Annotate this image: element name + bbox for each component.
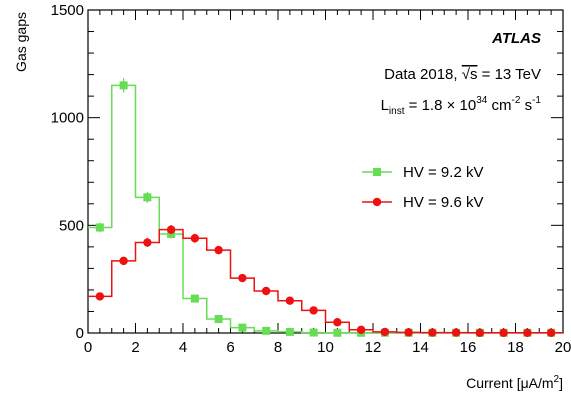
- data-point-square: [143, 193, 152, 202]
- data-point-square: [285, 327, 294, 336]
- dataset-label: Data 2018, √s = 13 TeV: [384, 66, 541, 83]
- data-point-circle: [166, 225, 176, 234]
- data-point-square: [214, 315, 223, 324]
- x-tick-label: 16: [460, 339, 477, 356]
- legend-entry-hv-9-6: HV = 9.6 kV: [362, 194, 483, 211]
- series-step-line: [88, 84, 563, 334]
- x-tick-label: 20: [555, 339, 571, 356]
- x-tick-label: 18: [507, 339, 524, 356]
- data-point-square: [190, 294, 199, 303]
- x-tick-label: 10: [317, 339, 334, 356]
- data-point-circle: [333, 318, 342, 327]
- data-point-circle: [404, 328, 413, 337]
- data-point-square: [262, 326, 271, 335]
- data-point-circle: [238, 273, 247, 283]
- legend-marker-circle-icon: [372, 197, 382, 207]
- data-point-circle: [451, 328, 461, 337]
- data-point-circle: [546, 328, 556, 337]
- data-point-square: [238, 323, 247, 332]
- axis-ticks: [87, 9, 564, 334]
- series-step-line: [88, 228, 563, 334]
- x-tick-label: 4: [179, 339, 187, 356]
- axis-tick-labels: 0 2 4 6 8 10 12 14 16 18 20 0 500 1000 1500: [51, 2, 571, 356]
- legend-label-hv-9-2: HV = 9.2 kV: [403, 164, 483, 181]
- data-point-circle: [499, 328, 508, 337]
- legend-entry-hv-9-2: HV = 9.2 kV: [362, 164, 483, 181]
- data-point-circle: [475, 328, 485, 337]
- atlas-label: ATLAS: [491, 30, 541, 47]
- series-layer: [88, 78, 563, 337]
- y-tick-label: 1000: [51, 110, 84, 127]
- x-axis-title: Current [μA/m2]: [466, 374, 563, 391]
- data-point-square: [309, 328, 318, 337]
- y-tick-label: 500: [59, 217, 84, 234]
- data-point-circle: [95, 292, 105, 301]
- data-point-circle: [214, 245, 223, 255]
- x-tick-label: 14: [412, 339, 429, 356]
- series-hv-9-2: [88, 78, 563, 337]
- data-point-circle: [428, 328, 437, 337]
- data-point-circle: [119, 256, 128, 266]
- y-tick-label: 0: [76, 325, 84, 342]
- x-tick-label: 12: [365, 339, 382, 356]
- data-point-circle: [143, 238, 152, 247]
- y-tick-label: 1500: [51, 2, 84, 19]
- data-point-circle: [523, 328, 532, 337]
- plot-frame: [87, 9, 564, 334]
- data-point-circle: [261, 286, 271, 296]
- data-point-circle: [190, 234, 200, 243]
- x-tick-label: 0: [84, 339, 92, 356]
- luminosity-label: Linst = 1.8 × 1034 cm-2 s-1: [381, 95, 542, 117]
- data-point-square: [119, 81, 128, 90]
- legend-label-hv-9-6: HV = 9.6 kV: [403, 194, 483, 211]
- data-point-circle: [356, 325, 366, 334]
- y-axis-title: Gas gaps: [13, 12, 29, 72]
- data-point-square: [95, 223, 104, 232]
- legend-marker-square-icon: [373, 168, 381, 176]
- series-hv-9-6: [88, 224, 563, 337]
- x-tick-label: 6: [226, 339, 234, 356]
- x-tick-label: 8: [274, 339, 282, 356]
- data-point-square: [333, 328, 342, 337]
- x-tick-label: 2: [131, 339, 139, 356]
- data-point-circle: [285, 296, 295, 305]
- data-point-circle: [309, 306, 318, 315]
- legend: HV = 9.2 kV HV = 9.6 kV: [362, 164, 483, 211]
- data-point-circle: [380, 327, 390, 337]
